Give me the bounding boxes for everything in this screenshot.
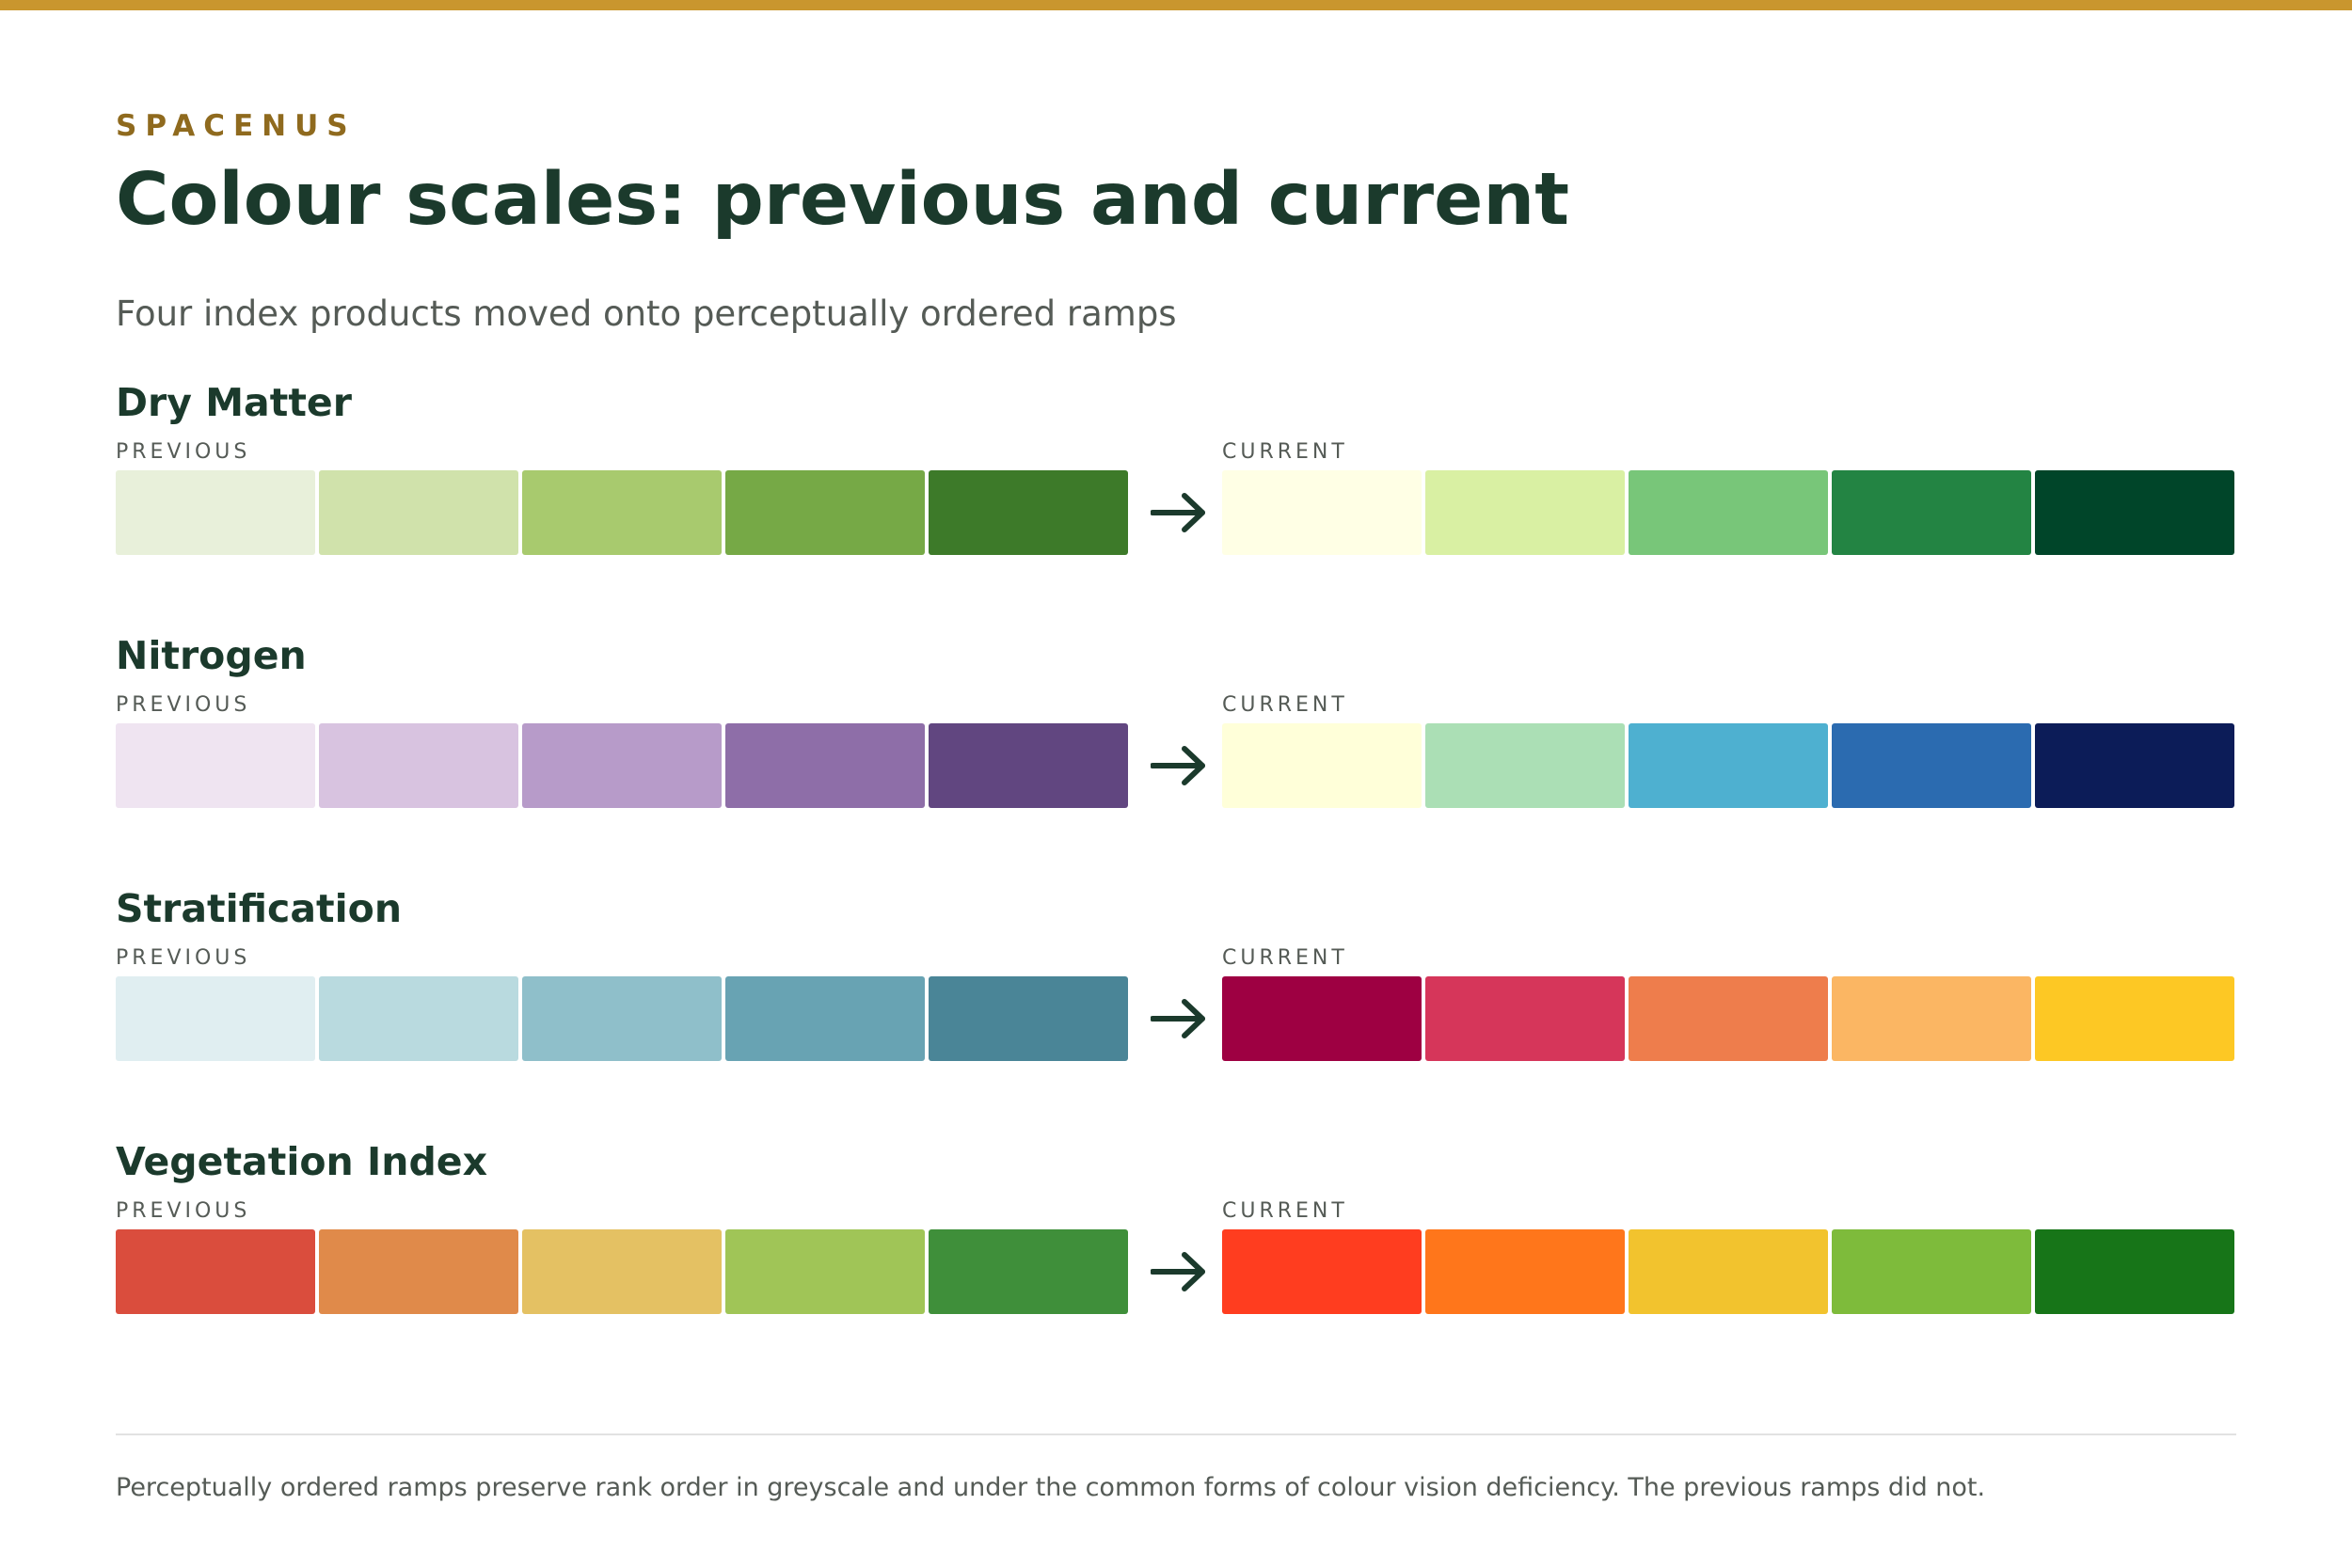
swatch [1222,976,1422,1061]
swatch [2035,1229,2234,1314]
swatch [319,976,518,1061]
footnote: Perceptually ordered ramps preserve rank… [116,1473,1986,1502]
previous-ramp [116,723,1128,808]
arrow-right-icon [1151,999,1205,1038]
swatch [522,470,722,555]
swatch [522,723,722,808]
arrow-right-icon [1151,493,1205,532]
arrow-right-icon [1151,746,1205,785]
previous-label: PREVIOUS [116,693,251,717]
swatch [116,470,315,555]
swatch [116,1229,315,1314]
swatch [1425,470,1625,555]
product-section-dry-matter: Dry Matter PREVIOUS CURRENT [116,380,2236,578]
current-ramp [1222,976,2234,1061]
swatch [1832,723,2031,808]
swatch [1832,470,2031,555]
current-label: CURRENT [1222,946,1348,970]
swatch [929,976,1128,1061]
arrow-right-icon [1151,1252,1205,1291]
footer-divider [116,1433,2236,1435]
swatch [1629,470,1828,555]
swatch [522,976,722,1061]
previous-ramp [116,470,1128,555]
swatch [1629,723,1828,808]
swatch [1425,723,1625,808]
swatch [1832,1229,2031,1314]
previous-label: PREVIOUS [116,1199,251,1223]
previous-ramp [116,976,1128,1061]
current-label: CURRENT [1222,440,1348,464]
swatch [1222,470,1422,555]
brand-name: SPACENUS [116,109,357,143]
swatch [116,976,315,1061]
current-label: CURRENT [1222,693,1348,717]
swatch [2035,976,2234,1061]
current-ramp [1222,1229,2234,1314]
swatch [1832,976,2031,1061]
product-title: Stratification [116,886,403,931]
page-subtitle: Four index products moved onto perceptua… [116,293,1177,334]
previous-label: PREVIOUS [116,946,251,970]
swatch [725,1229,925,1314]
swatch [725,976,925,1061]
product-title: Dry Matter [116,380,352,425]
product-title: Vegetation Index [116,1139,488,1184]
swatch [1425,976,1625,1061]
swatch [725,723,925,808]
swatch [1425,1229,1625,1314]
product-title: Nitrogen [116,633,307,678]
swatch [2035,470,2234,555]
swatch [929,1229,1128,1314]
previous-ramp [116,1229,1128,1314]
swatch [319,723,518,808]
top-accent-rule [0,0,2352,10]
product-section-stratification: Stratification PREVIOUS CURRENT [116,886,2236,1084]
swatch [929,723,1128,808]
page-title: Colour scales: previous and current [116,158,1570,242]
swatch [319,1229,518,1314]
swatch [2035,723,2234,808]
product-section-vegetation-index: Vegetation Index PREVIOUS CURRENT [116,1139,2236,1337]
previous-label: PREVIOUS [116,440,251,464]
current-ramp [1222,723,2234,808]
swatch [929,470,1128,555]
swatch [1629,1229,1828,1314]
swatch [1222,1229,1422,1314]
product-section-nitrogen: Nitrogen PREVIOUS CURRENT [116,633,2236,831]
swatch [1629,976,1828,1061]
swatch [116,723,315,808]
current-ramp [1222,470,2234,555]
swatch [725,470,925,555]
current-label: CURRENT [1222,1199,1348,1223]
swatch [522,1229,722,1314]
swatch [1222,723,1422,808]
swatch [319,470,518,555]
